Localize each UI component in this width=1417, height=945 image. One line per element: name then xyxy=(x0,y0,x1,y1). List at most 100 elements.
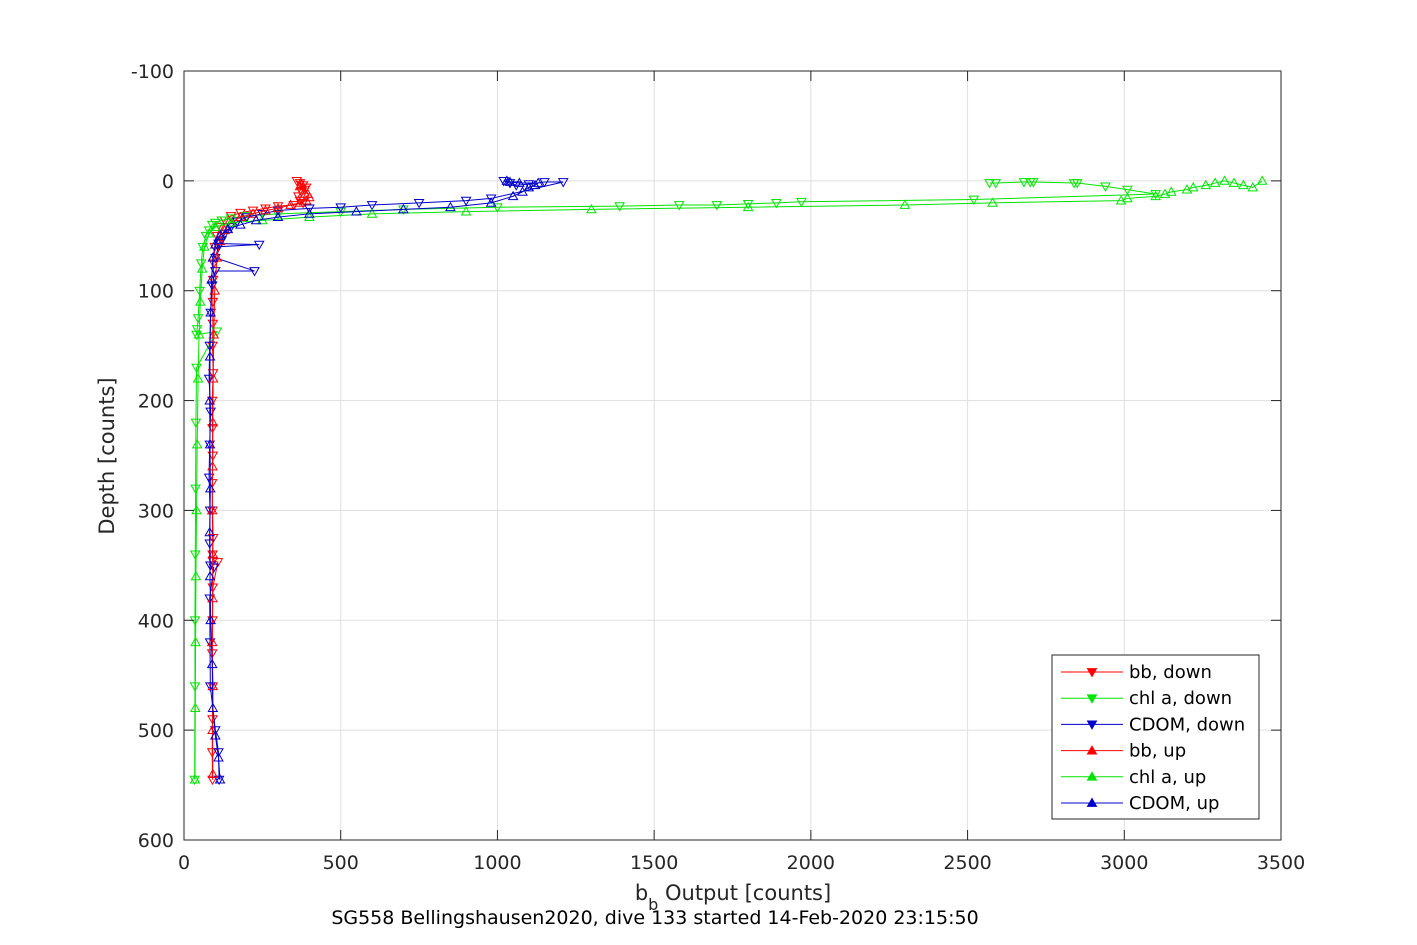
data-point xyxy=(297,198,309,209)
data-point xyxy=(968,195,980,206)
data-point xyxy=(191,504,202,515)
data-point xyxy=(209,285,221,295)
data-point xyxy=(247,206,259,217)
data-point xyxy=(1071,179,1083,189)
data-point xyxy=(1100,182,1111,192)
data-point xyxy=(485,194,497,204)
data-point xyxy=(1028,178,1039,188)
data-point xyxy=(195,259,207,269)
legend-entry: bb, up xyxy=(1061,741,1186,762)
data-point xyxy=(413,198,425,209)
data-point xyxy=(523,180,535,190)
data-point xyxy=(1228,177,1240,187)
data-point xyxy=(190,570,202,581)
data-point xyxy=(987,197,999,207)
data-point xyxy=(272,211,284,221)
y-tick-label: 500 xyxy=(138,720,174,742)
legend: bb, down chl a, down CDOM, down bb, up chl a… xyxy=(1051,654,1260,820)
data-point xyxy=(460,206,472,216)
series-4 xyxy=(189,175,1268,784)
x-tick-label: 1000 xyxy=(473,852,521,874)
data-point xyxy=(206,636,218,647)
data-point xyxy=(507,190,519,201)
x-tick-label: 3000 xyxy=(1100,852,1148,874)
data-point xyxy=(304,208,315,218)
data-point xyxy=(742,201,754,212)
data-point xyxy=(1165,186,1177,196)
data-point xyxy=(203,228,215,238)
data-point xyxy=(250,214,262,225)
data-point xyxy=(191,439,203,449)
data-point xyxy=(529,179,541,190)
x-tick-label: 2500 xyxy=(943,852,991,874)
data-point xyxy=(199,241,210,251)
legend-marker xyxy=(1086,668,1098,678)
data-point xyxy=(296,178,307,189)
data-point xyxy=(204,594,216,604)
data-point xyxy=(285,199,296,209)
data-point xyxy=(249,267,260,277)
legend-label: chl a, down xyxy=(1129,688,1232,709)
data-point xyxy=(213,242,224,253)
data-point xyxy=(207,768,219,778)
y-tick-label: 300 xyxy=(138,500,174,522)
data-point xyxy=(204,482,216,493)
data-point xyxy=(532,177,544,187)
x-tick-label: 0 xyxy=(178,852,190,874)
data-point xyxy=(204,570,216,581)
data-point xyxy=(205,614,217,625)
axis-ticks: 0 500 1000 1500 2000 2500 3000 3500 -100 0 100 200 3… xyxy=(131,61,1305,874)
data-point xyxy=(1150,190,1161,201)
data-point xyxy=(214,230,226,240)
data-point xyxy=(207,417,219,427)
data-point xyxy=(742,200,754,210)
data-point xyxy=(1238,179,1249,190)
legend-entry: CDOM, up xyxy=(1061,793,1219,814)
y-tick-label: 600 xyxy=(138,830,174,852)
data-point xyxy=(504,176,516,186)
data-point xyxy=(194,296,206,306)
data-point xyxy=(214,774,226,784)
data-point xyxy=(304,211,315,221)
legend-marker xyxy=(1086,797,1098,807)
dive-caption: SG558 Bellingshausen2020, dive 133 start… xyxy=(331,907,978,929)
data-point xyxy=(190,636,201,647)
data-point xyxy=(208,563,220,574)
data-point xyxy=(213,748,224,758)
series-line xyxy=(208,180,564,780)
data-point xyxy=(304,204,315,214)
data-point xyxy=(501,175,513,185)
data-point xyxy=(673,201,685,211)
data-point xyxy=(189,702,201,713)
data-point xyxy=(207,702,219,713)
data-point xyxy=(206,658,218,669)
data-point xyxy=(1256,175,1268,185)
data-point xyxy=(1219,175,1230,185)
y-axis-label: Depth [counts] xyxy=(95,377,119,534)
y-tick-label: 0 xyxy=(162,171,174,193)
data-point xyxy=(984,179,995,189)
legend-label: CDOM, down xyxy=(1129,714,1245,735)
data-point xyxy=(203,374,215,385)
data-point xyxy=(209,221,221,231)
legend-entry: CDOM, down xyxy=(1061,714,1245,735)
data-point xyxy=(225,217,237,227)
legend-marker xyxy=(1086,745,1098,755)
data-point xyxy=(492,203,503,213)
data-point xyxy=(586,203,597,214)
data-point xyxy=(990,179,1002,189)
legend-marker xyxy=(1086,720,1098,730)
data-point xyxy=(614,202,626,212)
data-point xyxy=(208,329,220,339)
data-point xyxy=(189,616,201,626)
data-point xyxy=(207,373,219,383)
data-point xyxy=(204,341,216,352)
data-point xyxy=(205,307,217,317)
data-point xyxy=(196,263,208,273)
legend-entry: chl a, up xyxy=(1061,767,1206,788)
data-point xyxy=(213,752,224,762)
y-tick-label: -100 xyxy=(131,61,174,83)
data-point xyxy=(398,203,409,214)
data-point xyxy=(204,439,216,449)
